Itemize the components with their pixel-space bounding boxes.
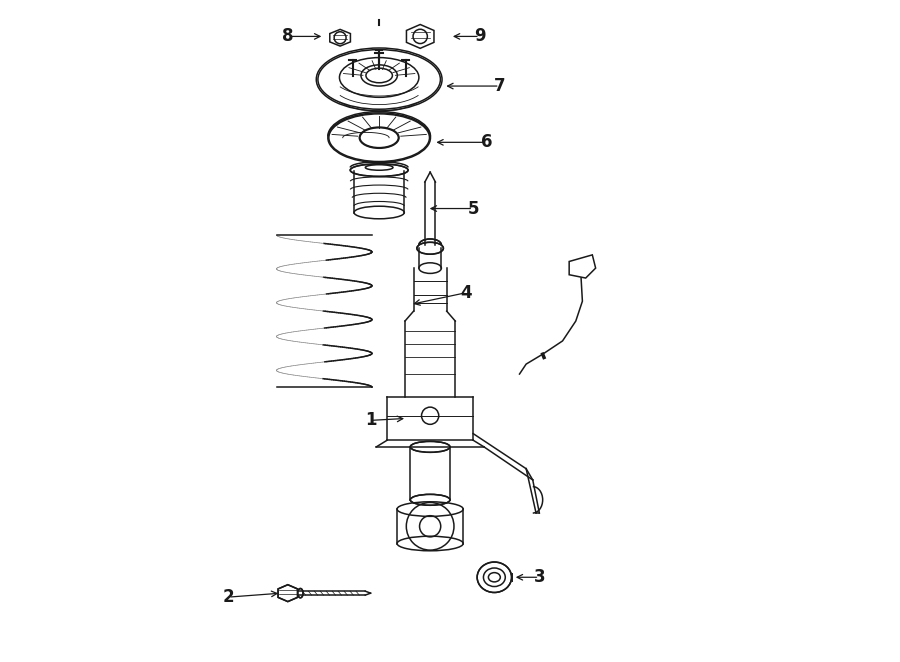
Ellipse shape — [359, 127, 399, 148]
Text: 2: 2 — [222, 588, 234, 606]
Ellipse shape — [298, 589, 303, 598]
Ellipse shape — [328, 113, 430, 163]
Text: 5: 5 — [467, 199, 479, 218]
Polygon shape — [278, 585, 298, 602]
Ellipse shape — [410, 442, 450, 452]
Text: 1: 1 — [364, 411, 376, 430]
Text: 9: 9 — [474, 27, 486, 46]
Ellipse shape — [350, 164, 408, 176]
Text: 4: 4 — [461, 283, 472, 302]
Ellipse shape — [354, 207, 404, 219]
Ellipse shape — [417, 242, 444, 254]
Text: 3: 3 — [534, 568, 545, 587]
Ellipse shape — [418, 239, 441, 251]
Ellipse shape — [410, 495, 450, 505]
Text: 8: 8 — [282, 27, 293, 46]
Ellipse shape — [361, 65, 398, 86]
Text: 7: 7 — [494, 77, 506, 95]
Text: 6: 6 — [481, 133, 492, 152]
Ellipse shape — [477, 562, 511, 592]
Ellipse shape — [316, 48, 442, 111]
